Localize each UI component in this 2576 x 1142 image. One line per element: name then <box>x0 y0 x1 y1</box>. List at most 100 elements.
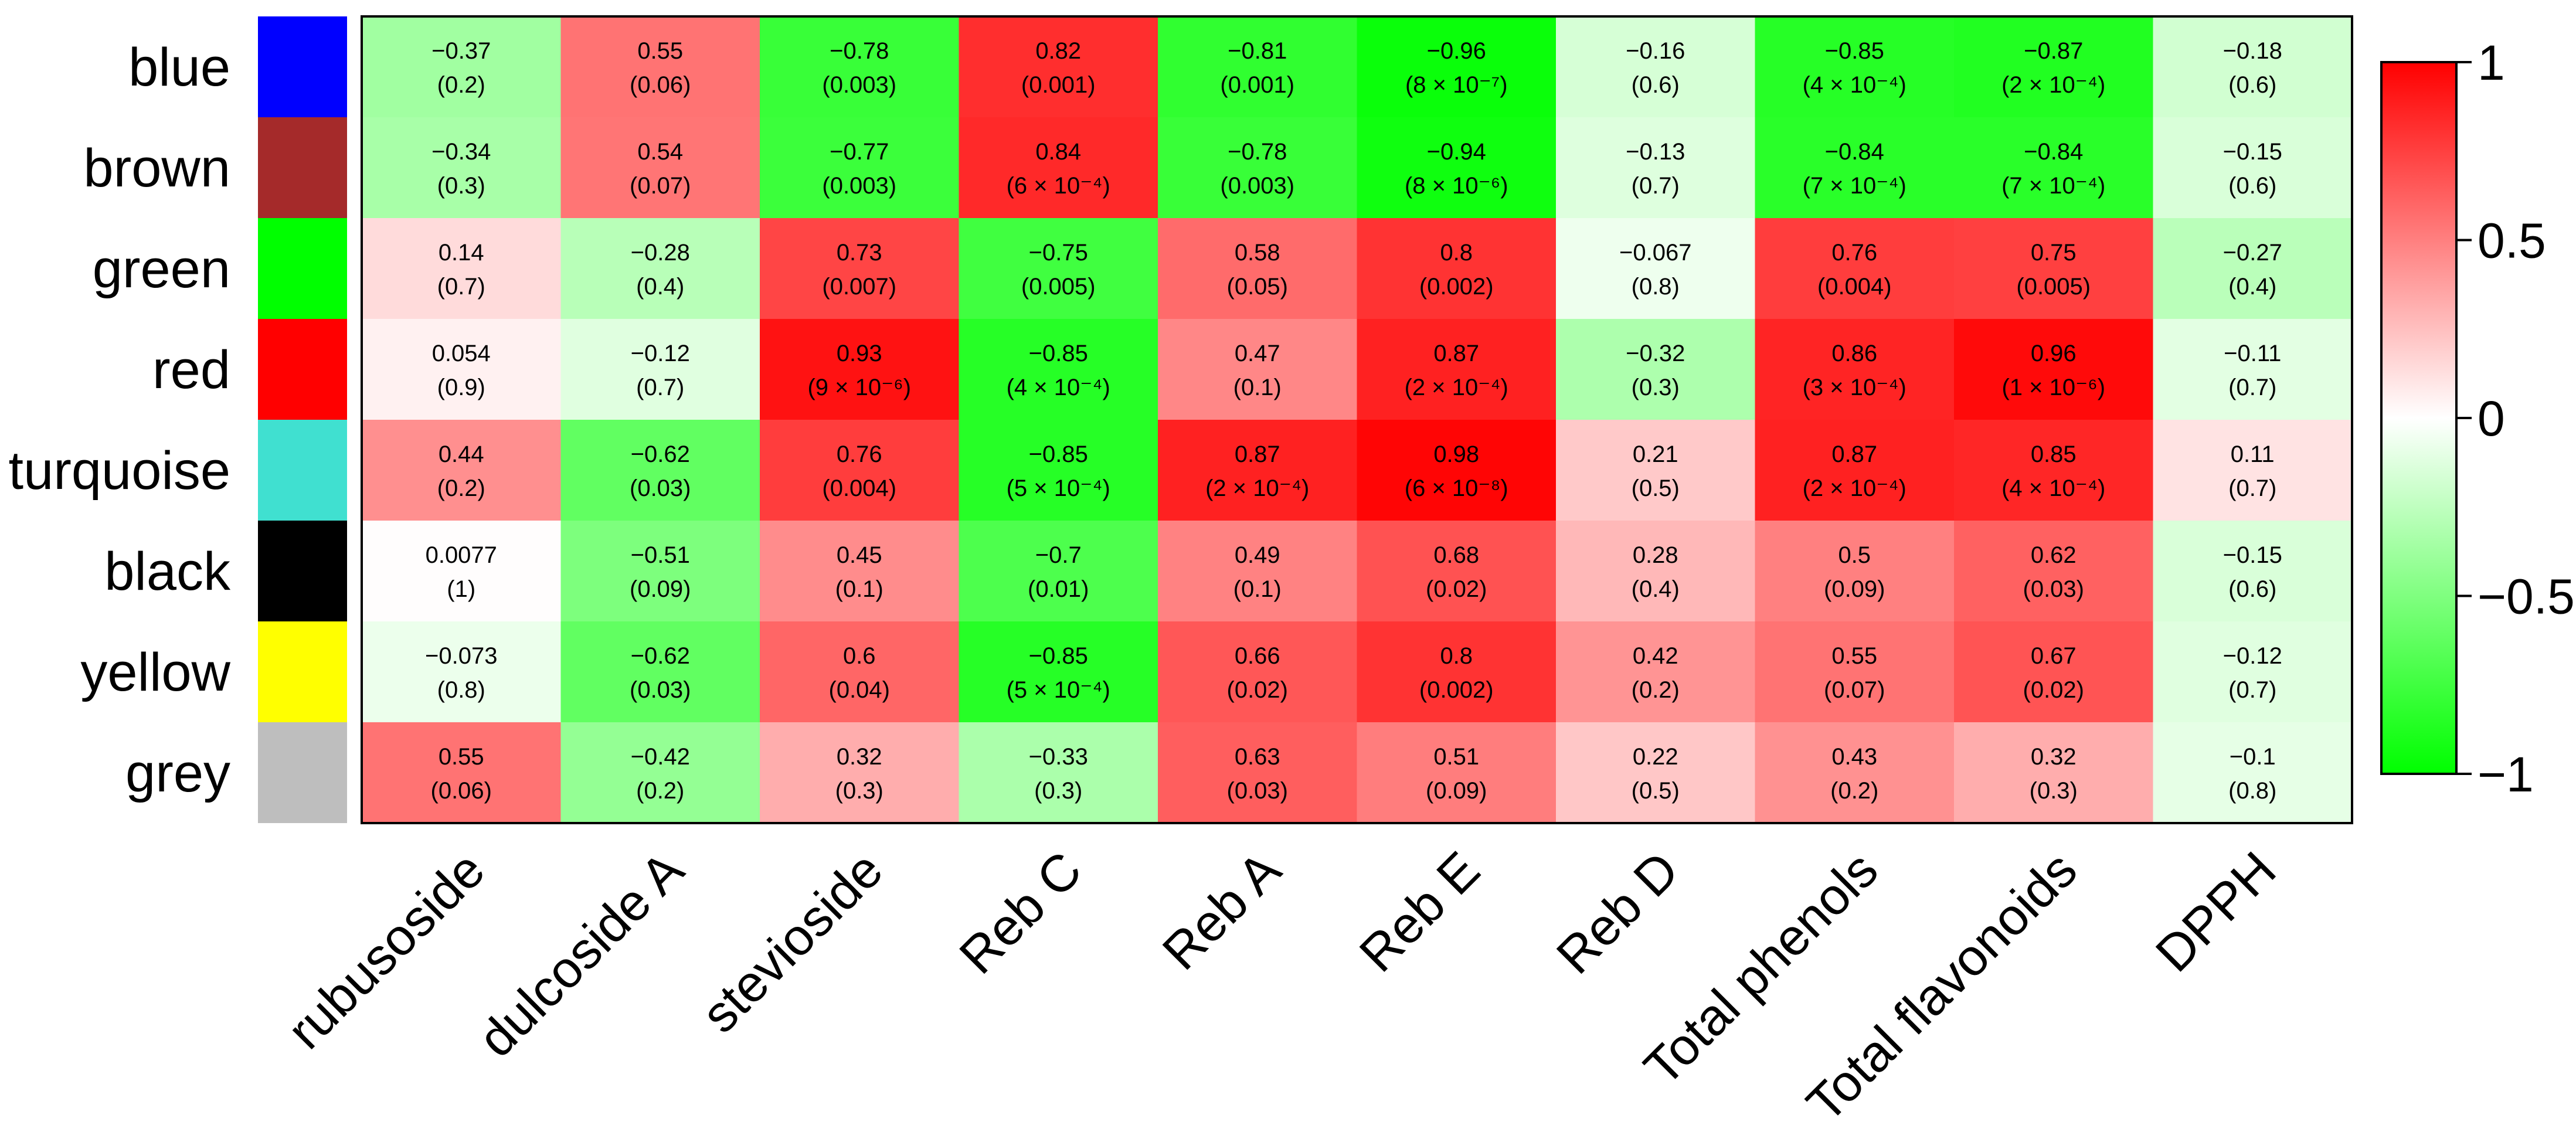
cell-p-value: (8 × 10⁻⁶) <box>1405 173 1508 199</box>
cell-p-value: (0.7) <box>1632 173 1680 199</box>
cell-p-value: (0.003) <box>1220 173 1294 199</box>
row-swatch-grey <box>258 722 347 823</box>
cell-correlation-value: −0.42 <box>631 744 690 770</box>
cell-correlation-value: 0.11 <box>2231 441 2275 467</box>
cell-correlation-value: 0.8 <box>1440 643 1473 669</box>
heatmap-cell <box>1158 420 1358 521</box>
heatmap-cell <box>1556 117 1756 219</box>
cell-correlation-value: 0.5 <box>1838 542 1871 568</box>
cell-p-value: (0.06) <box>630 72 691 98</box>
cell-p-value: (0.05) <box>1227 274 1289 300</box>
heatmap-cell <box>1357 218 1557 320</box>
cell-correlation-value: 0.22 <box>1633 744 1678 770</box>
cell-correlation-value: −0.84 <box>2024 139 2083 165</box>
heatmap-cell <box>760 521 960 622</box>
legend-tick-label: 1 <box>2478 35 2505 90</box>
cell-correlation-value: −0.96 <box>1427 38 1486 64</box>
heatmap-cell <box>1158 521 1358 622</box>
heatmap-cell <box>1158 218 1358 320</box>
cell-correlation-value: 0.42 <box>1633 643 1678 669</box>
heatmap-cell <box>959 117 1158 219</box>
heatmap-cell <box>2153 621 2353 723</box>
cell-p-value: (0.03) <box>630 677 691 703</box>
cell-p-value: (0.3) <box>1632 375 1680 400</box>
cell-correlation-value: −0.32 <box>1626 341 1685 366</box>
row-label-yellow: yellow <box>80 643 230 702</box>
cell-correlation-value: 0.93 <box>837 341 882 366</box>
cell-correlation-value: −0.84 <box>1825 139 1884 165</box>
cell-p-value: (0.002) <box>1419 677 1494 703</box>
cell-p-value: (0.6) <box>2228 576 2276 602</box>
heatmap-cell <box>1954 722 2154 824</box>
cell-p-value: (8 × 10⁻⁷) <box>1405 72 1508 98</box>
legend-color-bar <box>2380 61 2458 775</box>
cell-correlation-value: 0.43 <box>1831 744 1877 770</box>
cell-p-value: (6 × 10⁻⁸) <box>1405 475 1508 501</box>
heatmap-cell <box>1954 117 2154 219</box>
cell-correlation-value: 0.87 <box>1831 441 1877 467</box>
cell-correlation-value: 0.47 <box>1235 341 1280 366</box>
cell-correlation-value: 0.44 <box>439 441 484 467</box>
cell-p-value: (0.7) <box>636 375 684 400</box>
cell-p-value: (2 × 10⁻⁴) <box>1803 475 1906 501</box>
cell-correlation-value: −0.067 <box>1619 240 1691 266</box>
cell-correlation-value: 0.62 <box>2031 542 2077 568</box>
cell-p-value: (2 × 10⁻⁴) <box>1205 475 1309 501</box>
cell-correlation-value: −0.77 <box>830 139 889 165</box>
cell-correlation-value: 0.45 <box>837 542 882 568</box>
heatmap-cell <box>959 16 1158 118</box>
cell-correlation-value: −0.7 <box>1035 542 1082 568</box>
heatmap-cell <box>1357 621 1557 723</box>
row-label-red: red <box>152 340 230 400</box>
cell-p-value: (0.6) <box>1632 72 1680 98</box>
cell-p-value: (5 × 10⁻⁴) <box>1007 677 1110 703</box>
heatmap-cell <box>2153 420 2353 521</box>
cell-correlation-value: 0.14 <box>439 240 484 266</box>
cell-correlation-value: −0.13 <box>1626 139 1685 165</box>
heatmap-cell <box>2153 218 2353 320</box>
cell-correlation-value: 0.54 <box>637 139 683 165</box>
cell-p-value: (0.007) <box>822 274 896 300</box>
heatmap-cell <box>1556 621 1756 723</box>
cell-p-value: (0.3) <box>437 173 485 199</box>
heatmap-cell <box>760 117 960 219</box>
heatmap-cell <box>1357 117 1557 219</box>
heatmap-cell <box>362 117 562 219</box>
cell-p-value: (1 × 10⁻⁶) <box>2001 375 2105 400</box>
row-label-brown: brown <box>83 138 230 198</box>
heatmap-cell <box>760 722 960 824</box>
heatmap-cell <box>560 621 760 723</box>
cell-p-value: (5 × 10⁻⁴) <box>1007 475 1110 501</box>
heatmap-cell <box>362 521 562 622</box>
cell-correlation-value: 0.73 <box>837 240 882 266</box>
cell-p-value: (0.4) <box>1632 576 1680 602</box>
cell-correlation-value: −0.85 <box>1825 38 1884 64</box>
heatmap-cell <box>2153 722 2353 824</box>
cell-p-value: (0.04) <box>829 677 891 703</box>
cell-p-value: (0.09) <box>1426 778 1487 804</box>
cell-p-value: (0.6) <box>2228 173 2276 199</box>
row-swatch-black <box>258 521 347 621</box>
heatmap-cell <box>560 16 760 118</box>
cell-p-value: (0.09) <box>1824 576 1885 602</box>
heatmap-cell <box>1954 16 2154 118</box>
cell-correlation-value: −0.85 <box>1029 441 1088 467</box>
heatmap-frame <box>361 15 2353 824</box>
heatmap-cell <box>760 319 960 420</box>
cell-p-value: (0.8) <box>1632 274 1680 300</box>
cell-correlation-value: 0.28 <box>1633 542 1678 568</box>
cell-correlation-value: 0.98 <box>1433 441 1479 467</box>
cell-p-value: (0.07) <box>1824 677 1885 703</box>
cell-correlation-value: −0.94 <box>1427 139 1486 165</box>
cell-correlation-value: 0.0077 <box>426 542 497 568</box>
heatmap-cell <box>1755 218 1955 320</box>
legend-tick-label: −1 <box>2478 747 2534 802</box>
heatmap-cell <box>1755 420 1955 521</box>
cell-p-value: (0.4) <box>2228 274 2276 300</box>
cell-p-value: (0.002) <box>1419 274 1494 300</box>
cell-p-value: (0.02) <box>2023 677 2085 703</box>
cell-p-value: (7 × 10⁻⁴) <box>2001 173 2105 199</box>
cell-correlation-value: −0.85 <box>1029 341 1088 366</box>
cell-p-value: (0.005) <box>1021 274 1096 300</box>
row-label-green: green <box>93 239 230 299</box>
